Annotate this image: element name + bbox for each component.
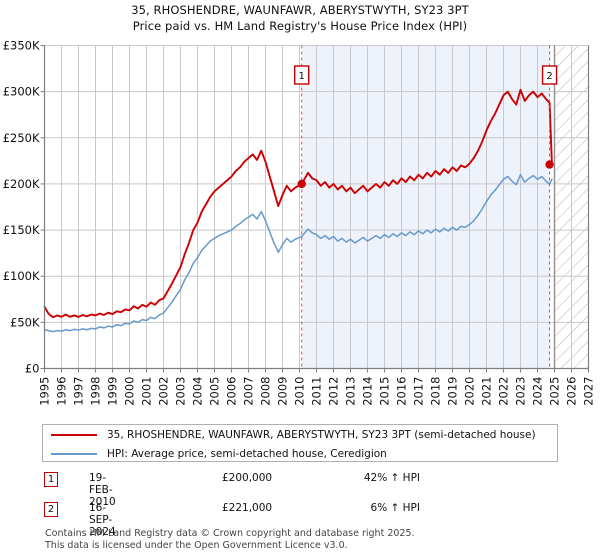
svg-text:£100K: £100K [3,269,40,283]
svg-text:2001: 2001 [140,377,154,406]
svg-text:£250K: £250K [3,131,40,145]
transaction-hpi-delta-1: 42% ↑ HPI [363,472,420,484]
svg-text:2011: 2011 [310,377,324,406]
svg-text:2009: 2009 [276,377,290,406]
svg-text:1999: 1999 [106,377,120,406]
svg-text:2005: 2005 [208,377,222,406]
svg-text:2013: 2013 [344,377,358,406]
legend-swatch-hpi [51,452,97,455]
svg-text:2006: 2006 [225,377,239,406]
svg-text:£300K: £300K [3,85,40,99]
footer-line-1: Contains HM Land Registry data © Crown c… [45,528,415,539]
transaction-price-2: £221,000 [222,502,273,514]
svg-text:1995: 1995 [38,377,52,406]
svg-text:2027: 2027 [582,377,596,406]
svg-text:2004: 2004 [191,377,205,406]
legend-item-price: 35, RHOSHENDRE, WAUNFAWR, ABERYSTWYTH, S… [43,425,557,444]
transaction-marker-1: 1 [44,472,58,487]
svg-text:2002: 2002 [157,377,171,406]
title-line-1: 35, RHOSHENDRE, WAUNFAWR, ABERYSTWYTH, S… [131,3,469,17]
svg-text:2022: 2022 [497,377,511,406]
title-line-2: Price paid vs. HM Land Registry's House … [132,19,468,33]
svg-text:£0: £0 [25,362,40,376]
svg-text:£200K: £200K [3,177,40,191]
svg-text:2025: 2025 [548,377,562,406]
svg-text:2015: 2015 [378,377,392,406]
svg-text:£350K: £350K [3,39,40,53]
svg-text:2014: 2014 [361,377,375,406]
svg-text:2024: 2024 [531,377,545,406]
svg-text:1: 1 [299,71,305,82]
chart-plot-area: 1 2 £0 £50K £100K £150K £200K £250K £300K £350K 19… [3,39,596,406]
chart-legend: 35, RHOSHENDRE, WAUNFAWR, ABERYSTWYTH, S… [42,424,558,462]
svg-text:£150K: £150K [3,223,40,237]
transaction-price-1: £200,000 [222,472,273,484]
svg-text:2020: 2020 [463,377,477,406]
legend-item-hpi: HPI: Average price, semi-detached house,… [43,444,557,463]
price-history-chart: 1 2 £0 £50K £100K £150K £200K £250K £300K £350K 19… [3,39,596,406]
svg-text:2008: 2008 [259,377,273,406]
svg-text:2021: 2021 [480,377,494,406]
svg-text:2026: 2026 [565,377,579,406]
svg-text:2016: 2016 [395,377,409,406]
svg-text:2012: 2012 [327,377,341,406]
svg-text:1998: 1998 [89,377,103,406]
svg-text:2000: 2000 [123,377,137,406]
page-title: 35, RHOSHENDRE, WAUNFAWR, ABERYSTWYTH, S… [0,2,600,34]
legend-label-hpi: HPI: Average price, semi-detached house,… [107,447,387,460]
svg-text:2: 2 [546,71,552,82]
transaction-date-1: 19-FEB-2010 [89,472,116,508]
transaction-date-2: 16-SEP-2024 [89,502,116,538]
svg-text:2003: 2003 [174,377,188,406]
legend-label-price: 35, RHOSHENDRE, WAUNFAWR, ABERYSTWYTH, S… [107,428,536,441]
footer-attribution: Contains HM Land Registry data © Crown c… [45,528,585,551]
svg-text:2010: 2010 [293,377,307,406]
svg-text:1996: 1996 [55,377,69,406]
legend-swatch-price [51,433,97,436]
svg-text:2023: 2023 [514,377,528,406]
svg-text:£50K: £50K [10,315,40,329]
svg-text:2019: 2019 [446,377,460,406]
svg-text:2017: 2017 [412,377,426,406]
transaction-marker-2: 2 [44,502,58,517]
svg-text:1997: 1997 [72,377,86,406]
footer-line-2: This data is licensed under the Open Gov… [45,539,348,551]
transaction-hpi-delta-2: 6% ↑ HPI [370,502,420,514]
svg-text:2007: 2007 [242,377,256,406]
svg-text:2018: 2018 [429,377,443,406]
